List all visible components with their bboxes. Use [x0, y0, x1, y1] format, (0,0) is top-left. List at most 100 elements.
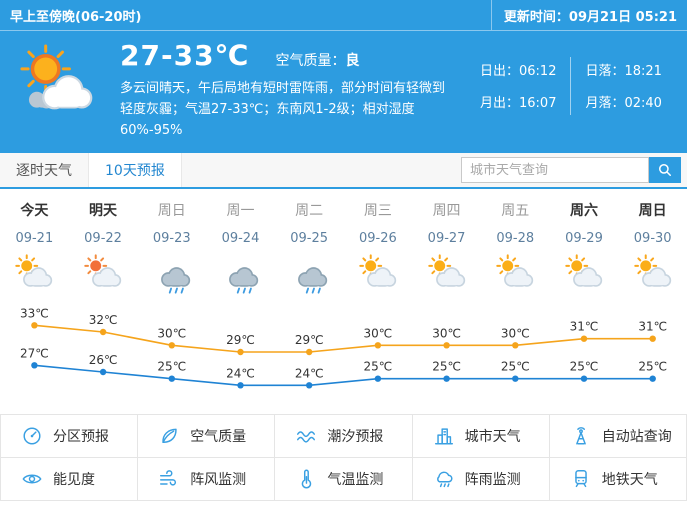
- low-temp-point: [580, 375, 588, 382]
- high-temp-point: [168, 342, 175, 349]
- forecast-date: 09-22: [84, 231, 122, 246]
- nav-item-label: 分区预报: [53, 429, 109, 445]
- quick-links-grid: 分区预报 空气质量 潮汐预报 城市天气 自动站查询能见度 阵风监测 气温监测 阵雨监测 地铁天气: [0, 414, 687, 501]
- low-temp-point: [31, 362, 38, 369]
- nav-item-label: 阵雨监测: [464, 472, 521, 488]
- weather-partly-red-icon: [69, 254, 138, 296]
- low-temp-point: [649, 375, 656, 382]
- search-icon: [656, 161, 674, 179]
- tab-bar-tabs: 逐时天气 10天预报: [0, 153, 182, 187]
- forecast-date: 09-27: [427, 231, 466, 246]
- nav-item-zone-forecast[interactable]: 分区预报: [1, 415, 139, 458]
- nav-item-label: 气温监测: [327, 472, 384, 488]
- forecast-date: 09-21: [15, 231, 54, 246]
- weather-partly-icon: [481, 254, 550, 296]
- forecast-day-name: 周日: [157, 203, 186, 219]
- nav-item-label: 自动站查询: [601, 429, 672, 445]
- high-temp-point: [99, 328, 107, 336]
- low-temp-point: [168, 375, 175, 382]
- search-input[interactable]: [461, 157, 649, 183]
- low-temp-label: 25℃: [570, 360, 599, 374]
- forecast-day-name: 周一: [226, 203, 255, 219]
- weather-partly-icon: [412, 254, 481, 296]
- forecast-date: 09-29: [565, 231, 603, 246]
- high-temp-label: 30℃: [157, 326, 186, 340]
- leaf-icon: [158, 425, 180, 447]
- moonrise-time: 月出：16:07: [480, 96, 557, 111]
- high-temp-label: 30℃: [364, 326, 393, 340]
- low-temp-label: 25℃: [364, 360, 393, 374]
- day-name-row: 今天 明天 周日 周一 周二 周三 周四 周五 周六 周日: [0, 201, 687, 221]
- low-temp-point: [306, 382, 313, 389]
- date-row: 09-21 09-22 09-23 09-24 09-25 09-26 09-27 09-28…: [0, 230, 687, 248]
- nav-item-metro-weather[interactable]: 地铁天气: [549, 458, 687, 501]
- moonset-time: 月落：02:40: [585, 96, 662, 111]
- low-temp-label: 25℃: [638, 360, 667, 374]
- period-label: 早上至傍晚(06-20时): [10, 9, 142, 25]
- low-temp-point: [99, 368, 107, 376]
- low-temp-label: 25℃: [157, 360, 186, 374]
- high-temp-point: [374, 342, 382, 349]
- forecast-day-name: 周五: [501, 203, 530, 219]
- low-temp-label: 24℃: [226, 366, 255, 380]
- nav-item-gust-monitor[interactable]: 阵风监测: [138, 458, 276, 501]
- nav-item-air-quality[interactable]: 空气质量: [138, 415, 276, 458]
- nav-item-auto-station[interactable]: 自动站查询: [549, 415, 687, 458]
- high-temp-label: 31℃: [638, 320, 667, 334]
- temperature-range: 27-33℃: [120, 39, 250, 72]
- high-temp-point: [580, 335, 588, 342]
- header: 早上至傍晚(06-20时) 更新时间：09月21日 05:21: [0, 0, 687, 153]
- forecast-day-name: 今天: [20, 203, 49, 219]
- high-temp-point: [443, 342, 450, 349]
- nav-item-city-weather[interactable]: 城市天气: [412, 415, 550, 458]
- low-temp-point: [512, 375, 519, 382]
- low-temp-label: 27℃: [20, 346, 49, 360]
- tab-ten-day[interactable]: 10天预报: [88, 153, 182, 187]
- high-temp-point: [306, 348, 313, 356]
- nav-item-label: 阵风监测: [190, 472, 247, 488]
- nav-item-temperature-monitor[interactable]: 气温监测: [275, 458, 413, 501]
- weather-partly-icon: [550, 254, 619, 296]
- high-temp-label: 31℃: [570, 320, 599, 334]
- current-conditions: 27-33℃ 空气质量：良 多云间晴天，午后局地有短时雷阵雨，部分时间有轻微到轻…: [0, 31, 687, 141]
- sunset-time: 日落：18:21: [585, 64, 662, 79]
- high-temp-label: 29℃: [226, 333, 255, 347]
- low-temp-line: [34, 364, 653, 387]
- sun-moon-times: 日出：06:12 月出：16:07 日落：18:21 月落：02:40: [466, 57, 676, 115]
- forecast-day-name: 周四: [432, 203, 461, 219]
- low-temp-label: 25℃: [432, 360, 461, 374]
- forecast-day-name: 周三: [363, 203, 392, 219]
- sunrise-time: 日出：06:12: [480, 64, 557, 79]
- rain-cloud-icon: [433, 468, 455, 490]
- nav-item-tide-forecast[interactable]: 潮汐预报: [275, 415, 413, 458]
- forecast-day-name: 周六: [569, 203, 598, 219]
- high-temp-point: [512, 342, 519, 349]
- nav-item-label: 城市天气: [464, 429, 521, 445]
- forecast-day-name: 周日: [638, 203, 667, 219]
- tab-hourly[interactable]: 逐时天气: [16, 163, 72, 179]
- thermometer-icon: [295, 468, 317, 490]
- temperature-chart: 33℃ 32℃ 30℃ 29℃ 29℃ 30℃ 30℃ 30℃ 31℃ 31℃ 27℃ 26℃ 25℃ 2…: [0, 296, 687, 404]
- weather-partly-icon: [344, 254, 413, 296]
- wind-icon: [158, 468, 180, 490]
- nav-item-shower-monitor[interactable]: 阵雨监测: [412, 458, 550, 501]
- forecast-date: 09-28: [496, 231, 535, 246]
- sun-cloud-icon: [14, 39, 108, 141]
- weather-shower-icon: [275, 254, 344, 296]
- low-temp-point: [374, 375, 382, 382]
- wave-icon: [295, 425, 317, 447]
- tab-bar: 逐时天气 10天预报: [0, 153, 687, 189]
- nav-item-visibility[interactable]: 能见度: [1, 458, 139, 501]
- search-button[interactable]: [649, 157, 681, 183]
- nav-item-label: 空气质量: [190, 429, 247, 445]
- air-quality-value: 良: [345, 53, 360, 69]
- low-temp-point: [237, 382, 244, 389]
- low-temp-label: 26℃: [89, 353, 118, 367]
- weather-description: 多云间晴天，午后局地有短时雷阵雨，部分时间有轻微到轻度灰霾；气温27-33℃；东…: [120, 81, 446, 139]
- air-quality-label: 空气质量：: [275, 53, 346, 69]
- header-top-bar: 早上至傍晚(06-20时) 更新时间：09月21日 05:21: [0, 0, 687, 31]
- nav-item-label: 能见度: [53, 472, 95, 488]
- eye-icon: [21, 468, 43, 490]
- high-temp-point: [31, 322, 38, 329]
- train-icon: [570, 468, 592, 490]
